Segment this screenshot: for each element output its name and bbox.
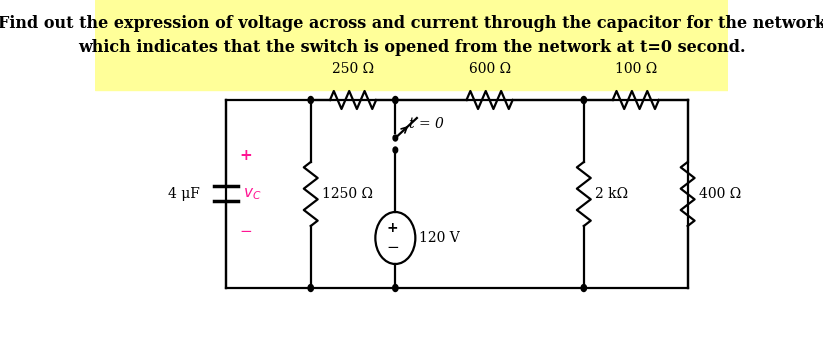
Circle shape: [308, 285, 314, 292]
Text: 2 kΩ: 2 kΩ: [595, 187, 629, 201]
Text: +: +: [239, 149, 252, 164]
Circle shape: [393, 147, 398, 153]
Text: 250 Ω: 250 Ω: [332, 62, 374, 76]
Bar: [95, 0, 728, 90]
Circle shape: [393, 285, 398, 292]
Circle shape: [581, 96, 587, 103]
Circle shape: [308, 96, 314, 103]
Text: −: −: [386, 240, 398, 255]
Text: 120 V: 120 V: [419, 231, 460, 245]
Text: Find out the expression of voltage across and current through the capacitor for : Find out the expression of voltage acros…: [0, 15, 823, 32]
Text: 600 Ω: 600 Ω: [468, 62, 510, 76]
Circle shape: [393, 135, 398, 141]
Circle shape: [393, 96, 398, 103]
Text: 100 Ω: 100 Ω: [615, 62, 657, 76]
Text: 1250 Ω: 1250 Ω: [323, 187, 374, 201]
Text: −: −: [239, 224, 252, 239]
Text: $v_C$: $v_C$: [243, 186, 262, 202]
Text: 4 μF: 4 μF: [168, 187, 200, 201]
Text: 400 Ω: 400 Ω: [700, 187, 742, 201]
Circle shape: [581, 285, 587, 292]
Text: +: +: [387, 221, 398, 235]
Text: which indicates that the switch is opened from the network at t=0 second.: which indicates that the switch is opene…: [77, 39, 746, 55]
Text: t = 0: t = 0: [409, 117, 444, 131]
